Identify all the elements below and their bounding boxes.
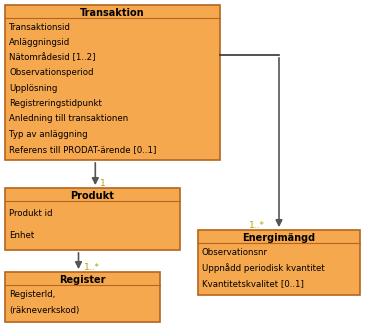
Text: Produkt: Produkt [71, 191, 114, 201]
Text: Registreringstidpunkt: Registreringstidpunkt [9, 99, 102, 108]
Text: Observationsperiod: Observationsperiod [9, 69, 94, 77]
Text: Upplösning: Upplösning [9, 84, 57, 93]
Text: 1..*: 1..* [84, 264, 100, 272]
Text: 1: 1 [100, 179, 106, 188]
Text: Produkt id: Produkt id [9, 209, 53, 218]
Bar [5, 5, 220, 160]
Text: (räkneverkskod): (räkneverkskod) [9, 306, 79, 315]
Text: Kvantitetskvalitet [0..1]: Kvantitetskvalitet [0..1] [202, 280, 304, 289]
Text: Enhet: Enhet [9, 230, 34, 240]
Text: Referens till PRODAT-ärende [0..1]: Referens till PRODAT-ärende [0..1] [9, 145, 157, 154]
Text: Transaktion: Transaktion [80, 8, 145, 18]
Text: Nätområdesid [1..2]: Nätområdesid [1..2] [9, 53, 95, 62]
Bar [5, 188, 180, 250]
Bar [5, 272, 160, 322]
Text: Transaktionsid: Transaktionsid [9, 23, 71, 32]
Text: Anläggningsid: Anläggningsid [9, 38, 70, 47]
Text: Register: Register [59, 275, 106, 285]
Text: Anledning till transaktionen: Anledning till transaktionen [9, 114, 128, 123]
Text: Typ av anläggning: Typ av anläggning [9, 130, 88, 138]
Bar [198, 230, 360, 295]
Text: Energimängd: Energimängd [242, 233, 316, 243]
Text: Uppnådd periodisk kvantitet: Uppnådd periodisk kvantitet [202, 263, 325, 273]
Text: RegisterId,: RegisterId, [9, 290, 55, 299]
Text: 1..*: 1..* [249, 220, 265, 229]
Text: Observationsnr: Observationsnr [202, 248, 268, 257]
